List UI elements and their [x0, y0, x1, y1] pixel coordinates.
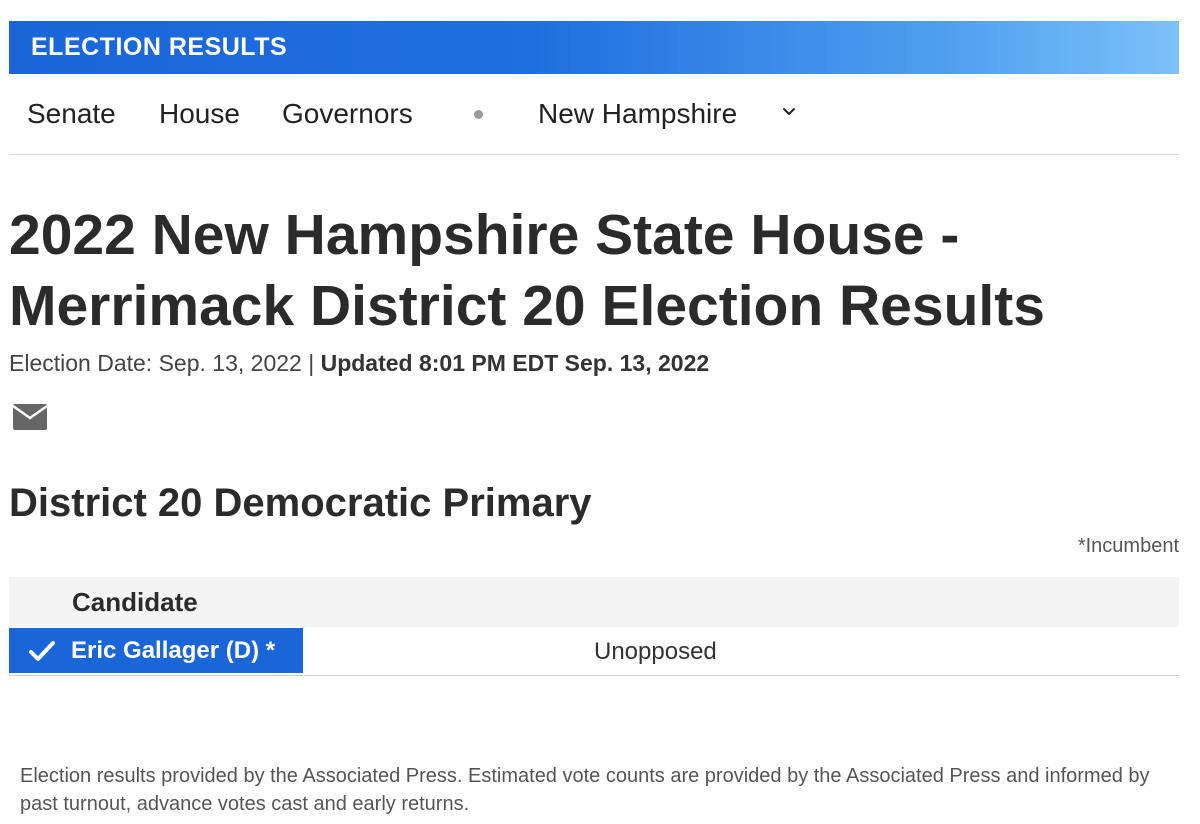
- nav-tab-house[interactable]: House: [159, 98, 240, 129]
- page-title: 2022 New Hampshire State House - Merrima…: [9, 200, 1189, 342]
- updated-timestamp: Updated 8:01 PM EDT Sep. 13, 2022: [320, 350, 710, 376]
- table-row: Eric Gallager (D) * Unopposed: [9, 627, 1179, 676]
- winner-candidate-cell[interactable]: Eric Gallager (D) *: [9, 628, 303, 673]
- candidate-name: Eric Gallager (D) *: [71, 636, 276, 664]
- results-table-header: Candidate: [9, 577, 1179, 627]
- election-results-banner: ELECTION RESULTS: [9, 21, 1179, 74]
- mail-icon[interactable]: [13, 404, 47, 430]
- candidate-status: Unopposed: [594, 638, 717, 665]
- state-selector[interactable]: New Hampshire: [538, 98, 738, 129]
- nav-tab-governors[interactable]: Governors: [282, 98, 413, 129]
- page-title-line-2: Merrimack District 20 Election Results: [9, 274, 1045, 338]
- nav-tab-senate[interactable]: Senate: [27, 98, 116, 129]
- checkmark-icon: [29, 640, 55, 661]
- page-title-line-1: 2022 New Hampshire State House -: [9, 203, 960, 267]
- banner-title: ELECTION RESULTS: [31, 33, 288, 61]
- race-title: District 20 Democratic Primary: [9, 481, 592, 525]
- incumbent-note: *Incumbent: [1077, 535, 1179, 557]
- election-dates: Election Date: Sep. 13, 2022 | Updated 8…: [9, 350, 709, 377]
- election-date: Election Date: Sep. 13, 2022 |: [9, 350, 315, 376]
- ap-disclaimer: Election results provided by the Associa…: [20, 765, 1150, 815]
- results-nav: Senate House Governors New Hampshire: [9, 76, 1179, 155]
- chevron-down-icon[interactable]: [781, 104, 797, 120]
- candidate-column-header: Candidate: [72, 587, 198, 617]
- nav-separator-dot: [474, 110, 483, 119]
